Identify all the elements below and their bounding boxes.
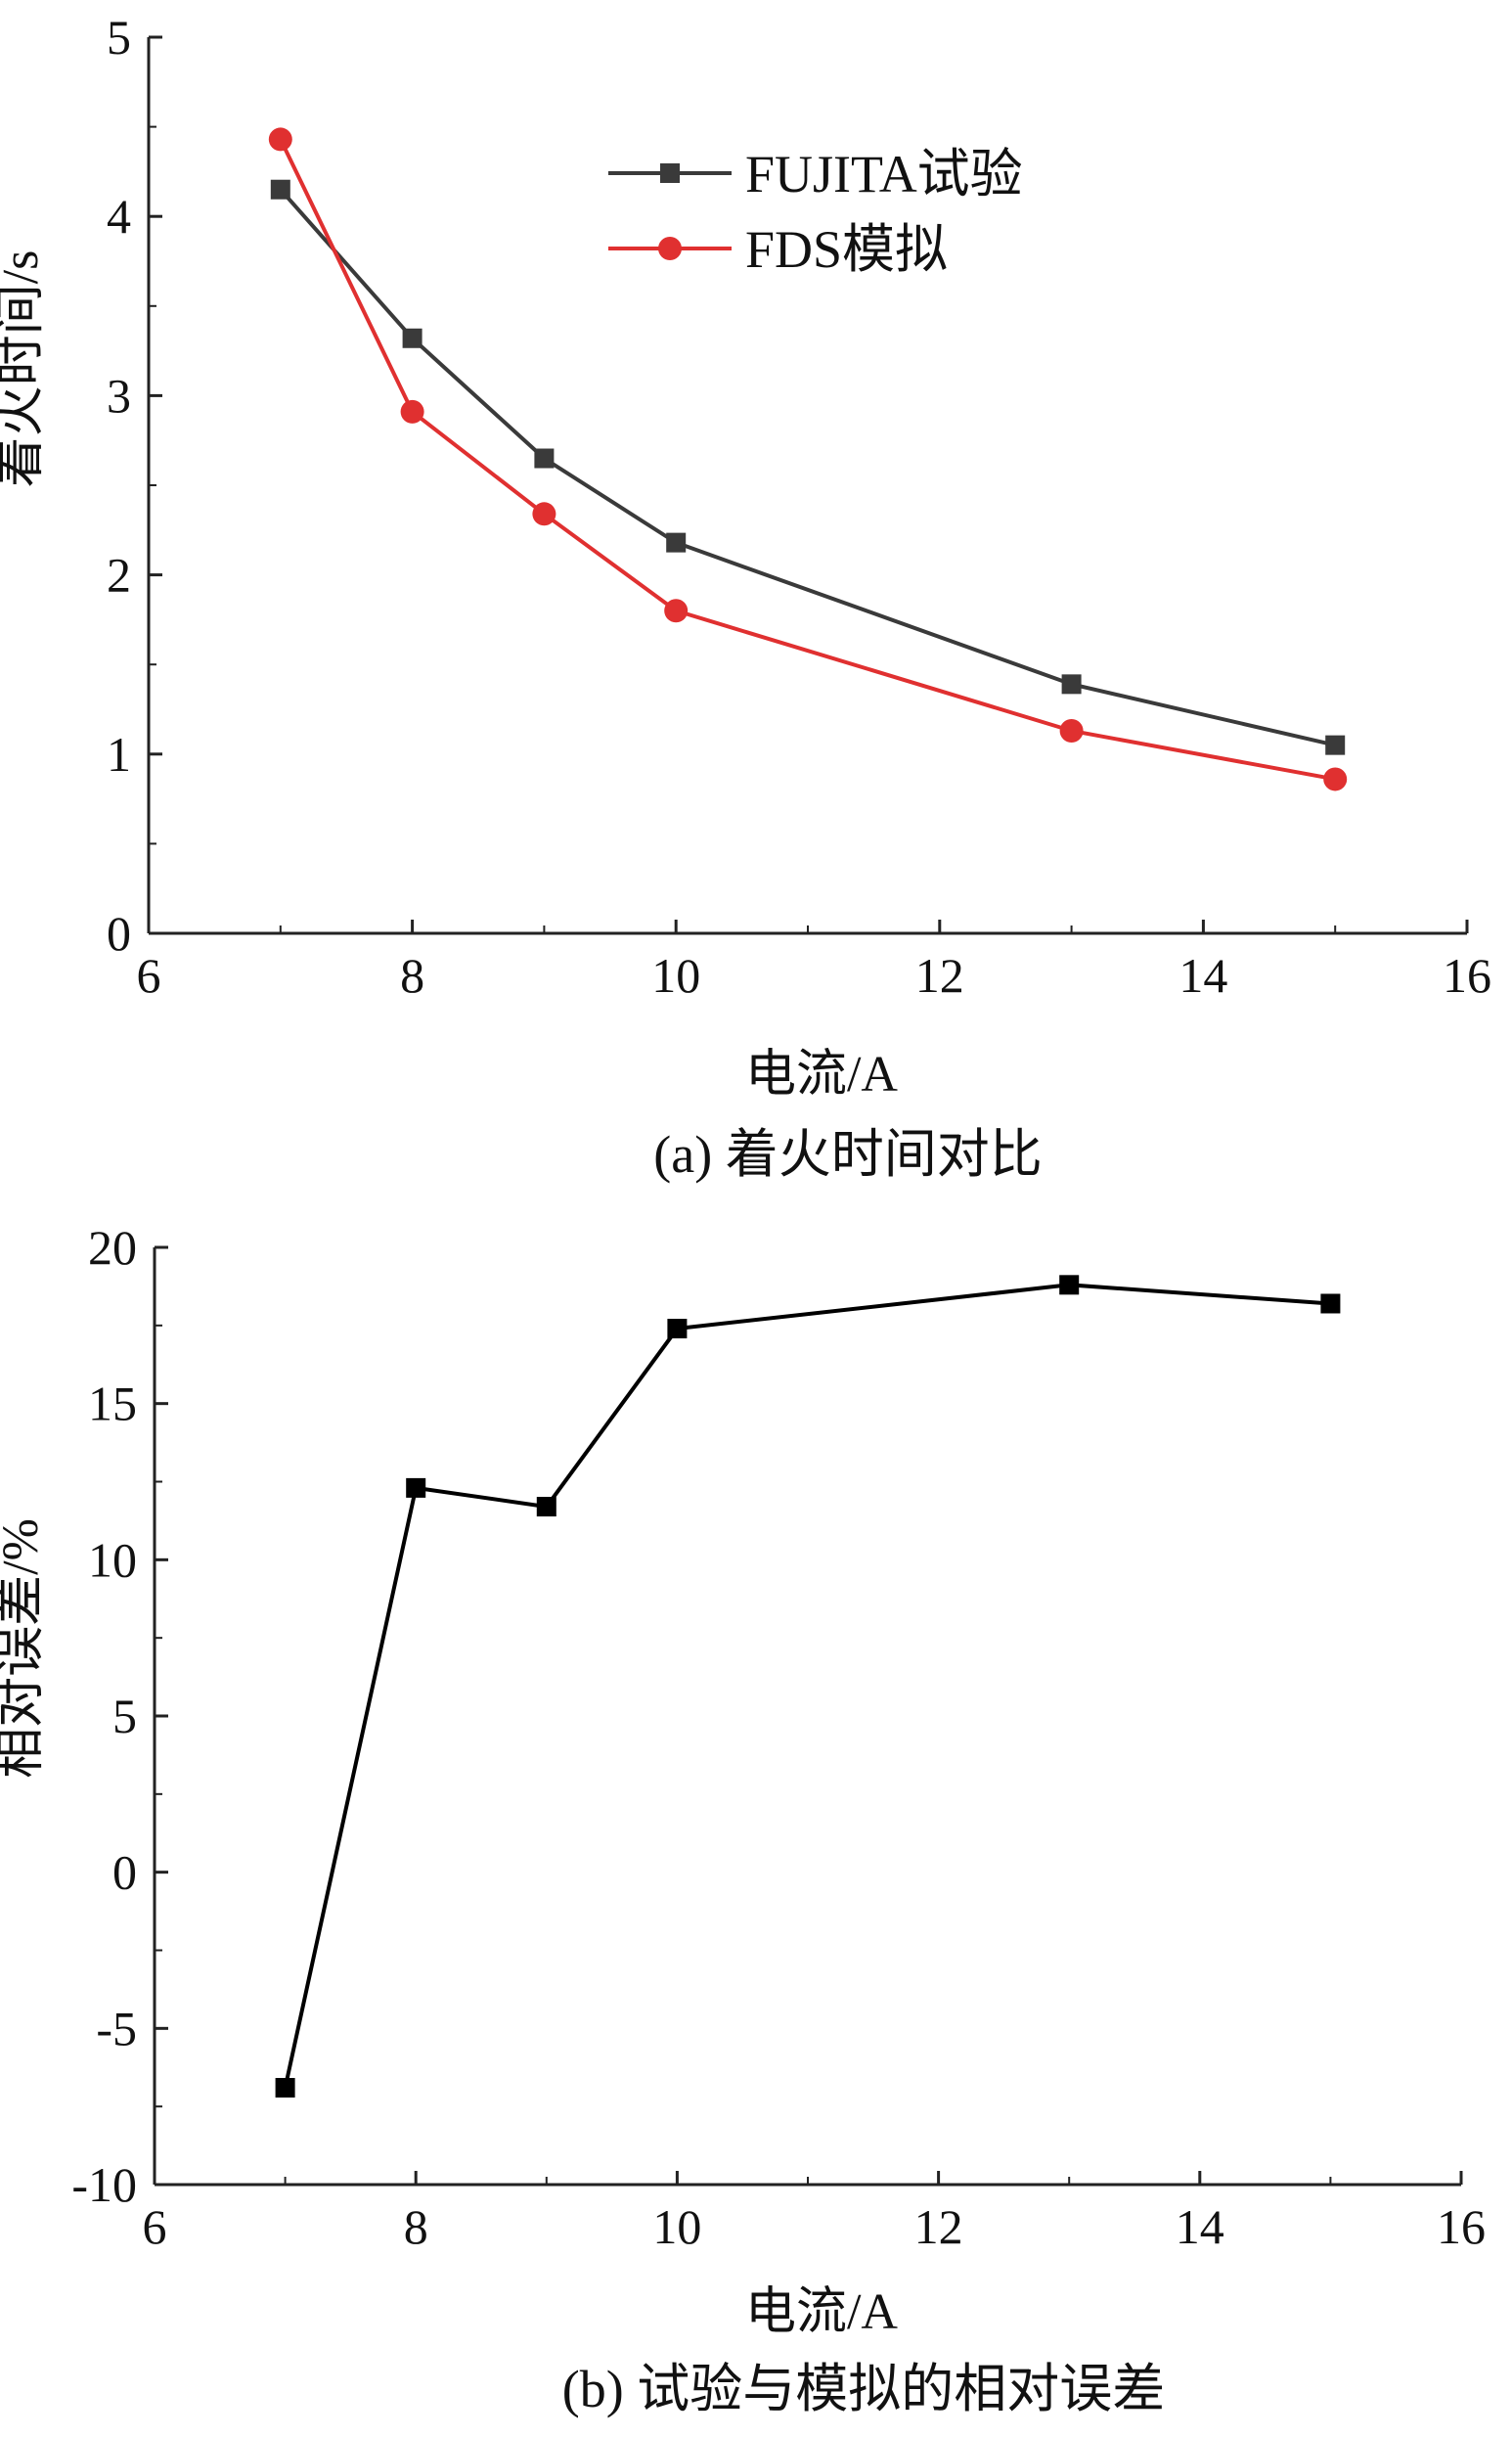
chart-b-xlabel: 电流/A	[745, 2284, 898, 2340]
chart-a-caption: (a) 着火时间对比	[653, 1125, 1042, 1184]
data-point	[534, 448, 555, 469]
x-tick-label: 6	[137, 948, 161, 1003]
data-point	[270, 179, 290, 200]
x-tick-label: 16	[1443, 948, 1491, 1003]
data-point	[406, 1477, 426, 1498]
y-tick-label: 0	[107, 906, 131, 961]
series-line-0	[279, 188, 1336, 747]
y-tick-label: 10	[88, 1532, 137, 1587]
x-tick-label: 14	[1176, 2199, 1224, 2254]
legend-label-fds: FDS模拟	[745, 220, 948, 279]
data-point	[1059, 1275, 1080, 1295]
y-tick-label: 15	[88, 1376, 137, 1431]
data-point	[532, 502, 556, 526]
legend-marker-fds	[658, 237, 682, 260]
chart-a-xlabel: 电流/A	[745, 1047, 898, 1103]
y-tick-label: -5	[96, 2001, 137, 2055]
x-tick-label: 12	[915, 948, 964, 1003]
data-point	[1059, 718, 1084, 743]
y-tick-label: 5	[107, 10, 131, 65]
data-point	[1061, 674, 1082, 695]
chart-b-marks: 6 8 10 12 14 16 -10 -5 0 5 10 15 20	[71, 1220, 1486, 2254]
y-tick-label: 20	[88, 1220, 137, 1275]
legend-marker-fujita	[660, 163, 680, 183]
y-tick-label: 5	[112, 1689, 137, 1743]
y-tick-label: 3	[107, 368, 131, 423]
y-tick-label: 4	[107, 189, 131, 244]
data-point	[275, 2078, 295, 2099]
x-tick-label: 12	[914, 2199, 963, 2254]
x-tick-label: 8	[400, 948, 424, 1003]
chart-a-ylabel: 着火时间/s	[0, 250, 49, 488]
series-line-0	[283, 1283, 1331, 2089]
y-tick-label: 1	[107, 727, 131, 782]
data-point	[268, 127, 292, 152]
data-point	[400, 399, 424, 424]
x-tick-label: 16	[1437, 2199, 1486, 2254]
data-point	[664, 599, 689, 623]
y-tick-label: -10	[71, 2157, 137, 2212]
series-line-1	[278, 138, 1336, 782]
chart-b-ylabel: 相对误差/%	[0, 1518, 49, 1779]
x-tick-label: 10	[652, 2199, 701, 2254]
x-tick-label: 6	[143, 2199, 167, 2254]
data-point	[667, 1319, 688, 1339]
y-tick-label: 2	[107, 548, 131, 603]
x-tick-label: 8	[404, 2199, 428, 2254]
data-point	[402, 328, 422, 348]
data-point	[666, 532, 687, 553]
data-point	[1320, 1293, 1341, 1314]
legend-label-fujita: FUJITA试验	[745, 145, 1023, 203]
chart-b-caption: (b) 试验与模拟的相对误差	[562, 2360, 1165, 2418]
x-tick-label: 14	[1178, 948, 1227, 1003]
chart-a-legend: FUJITA试验 FDS模拟	[608, 145, 1023, 279]
x-tick-label: 10	[651, 948, 700, 1003]
data-point	[1325, 735, 1346, 755]
y-tick-label: 0	[112, 1845, 137, 1900]
data-point	[1323, 767, 1348, 791]
chart-b-relative-error: 6 8 10 12 14 16 -10 -5 0 5 10 15 20 相对误差/% 电流/A (b) …	[0, 1220, 1486, 2418]
data-point	[536, 1497, 556, 1517]
